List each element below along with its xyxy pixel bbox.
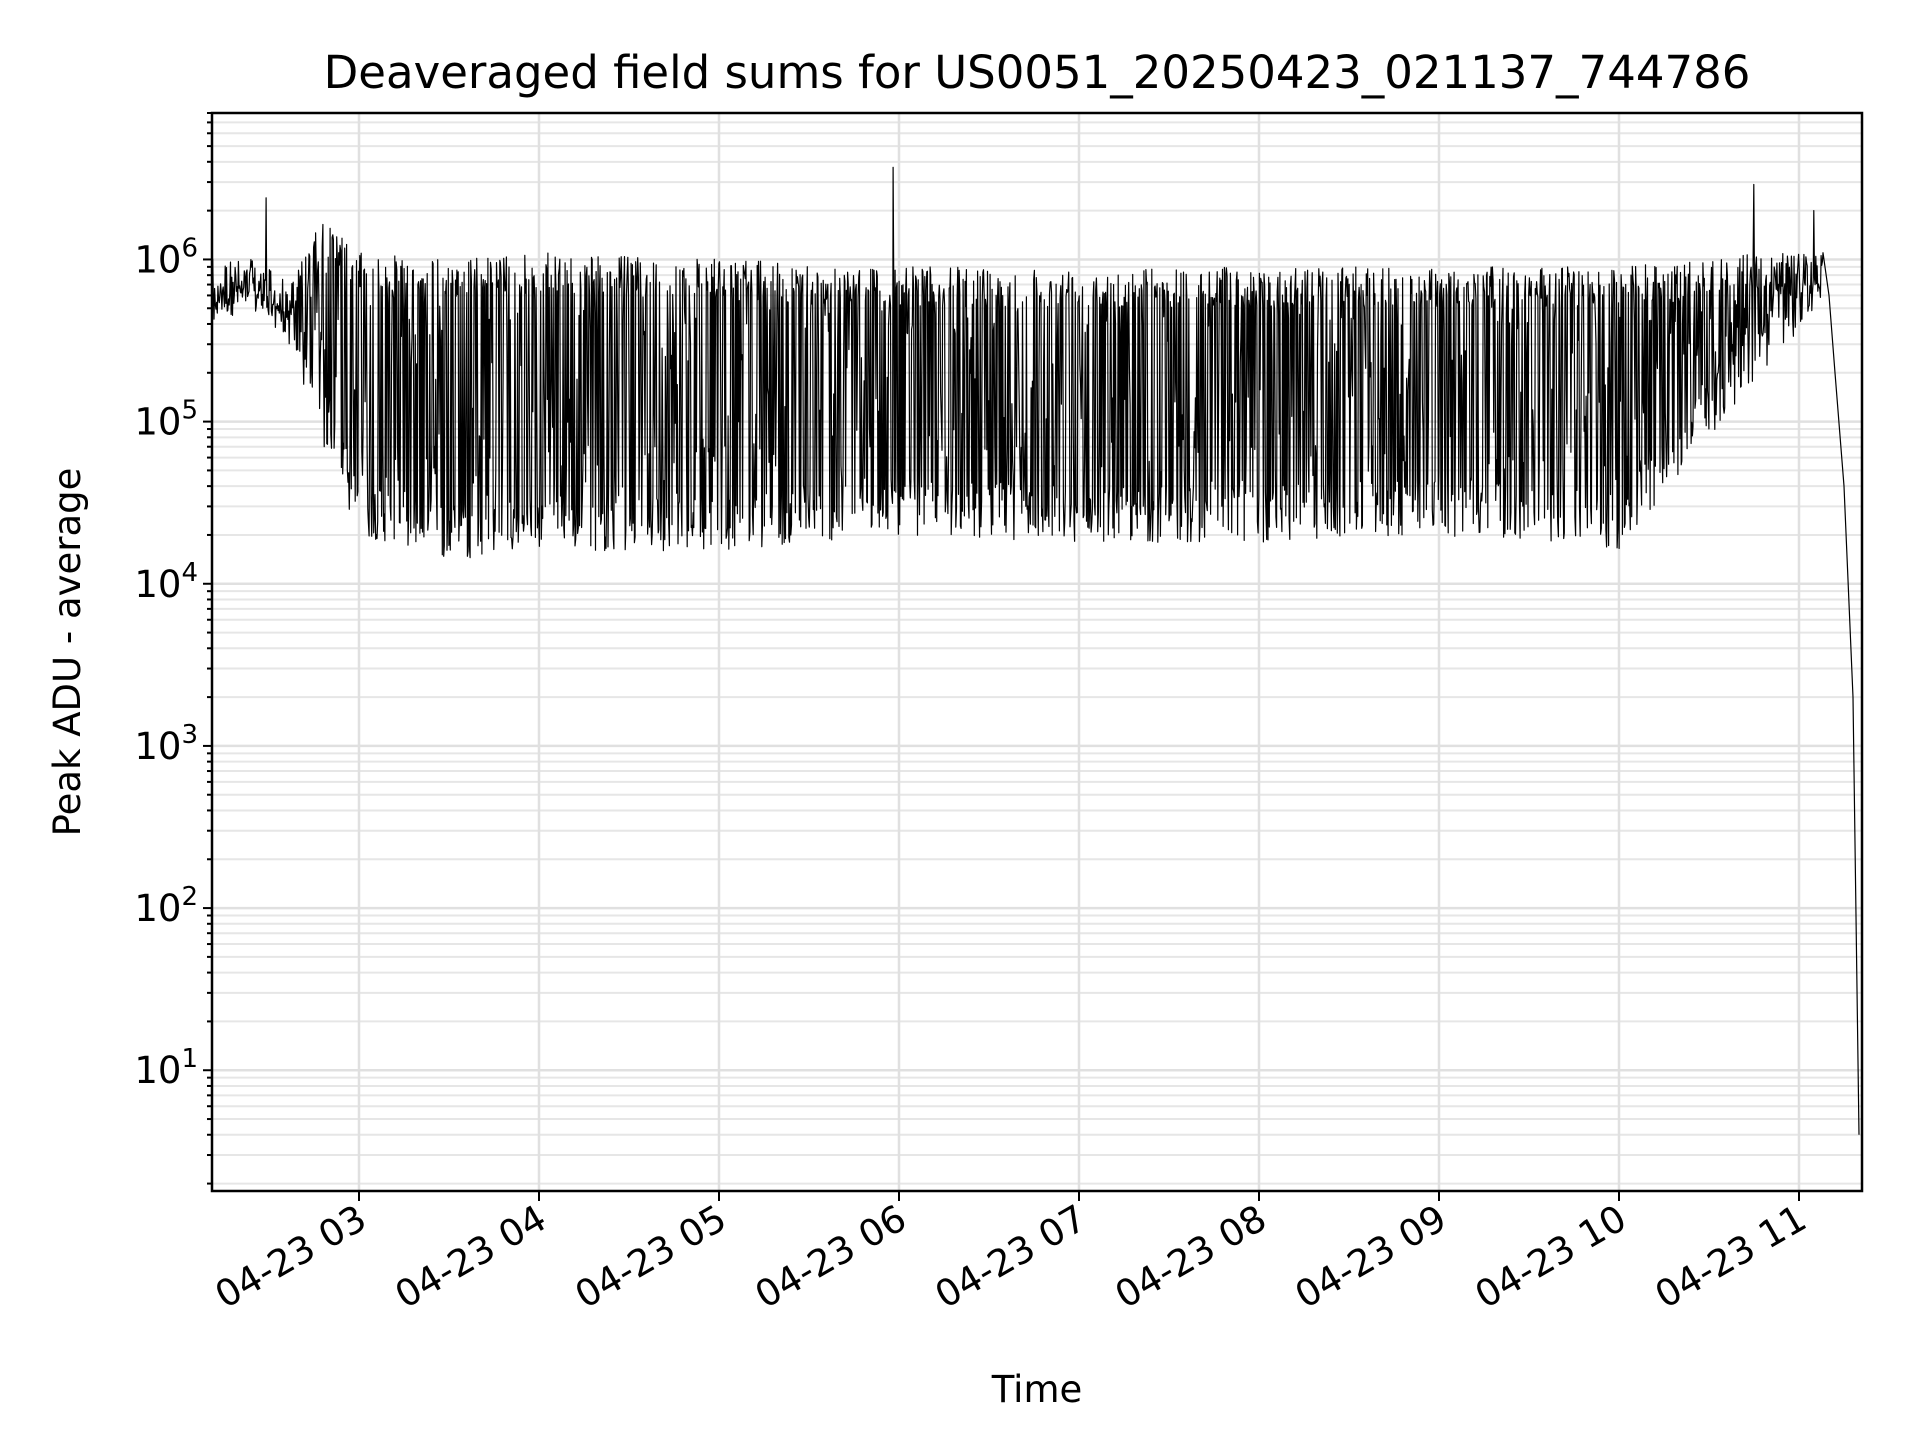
plot-area	[211, 166, 1860, 1135]
x-tick-labels: 04-23 03 04-23 04 04-23 05 04-23 06 04-23 07…	[208, 1197, 1814, 1317]
y-tick-label: 103	[134, 720, 198, 768]
y-tick-labels: 101 102 103 104 105 106	[134, 233, 198, 1092]
x-tick-label: 04-23 07	[928, 1197, 1094, 1317]
y-tick-label: 105	[134, 396, 198, 444]
y-tick-label: 104	[134, 558, 198, 606]
x-tick-label: 04-23 09	[1288, 1197, 1454, 1317]
x-tick-label: 04-23 10	[1468, 1197, 1634, 1317]
y-tick-label: 102	[134, 882, 198, 930]
x-tick-label: 04-23 08	[1108, 1197, 1274, 1317]
y-tick-label: 106	[134, 233, 198, 281]
x-axis-label: Time	[991, 1368, 1083, 1411]
x-tick-label: 04-23 06	[748, 1197, 914, 1317]
x-tick-label: 04-23 05	[568, 1197, 734, 1317]
x-tick-label: 04-23 03	[208, 1197, 374, 1317]
y-tick-label: 101	[134, 1044, 198, 1092]
axis-ticks	[203, 112, 1800, 1201]
axes-frame	[210, 111, 1864, 1193]
series-line	[211, 166, 1860, 1135]
y-axis-label: Peak ADU - average	[46, 468, 89, 837]
x-tick-label: 04-23 04	[388, 1197, 554, 1317]
x-tick-label: 04-23 11	[1648, 1197, 1814, 1317]
chart-title: Deaveraged field sums for US0051_2025042…	[324, 46, 1751, 99]
